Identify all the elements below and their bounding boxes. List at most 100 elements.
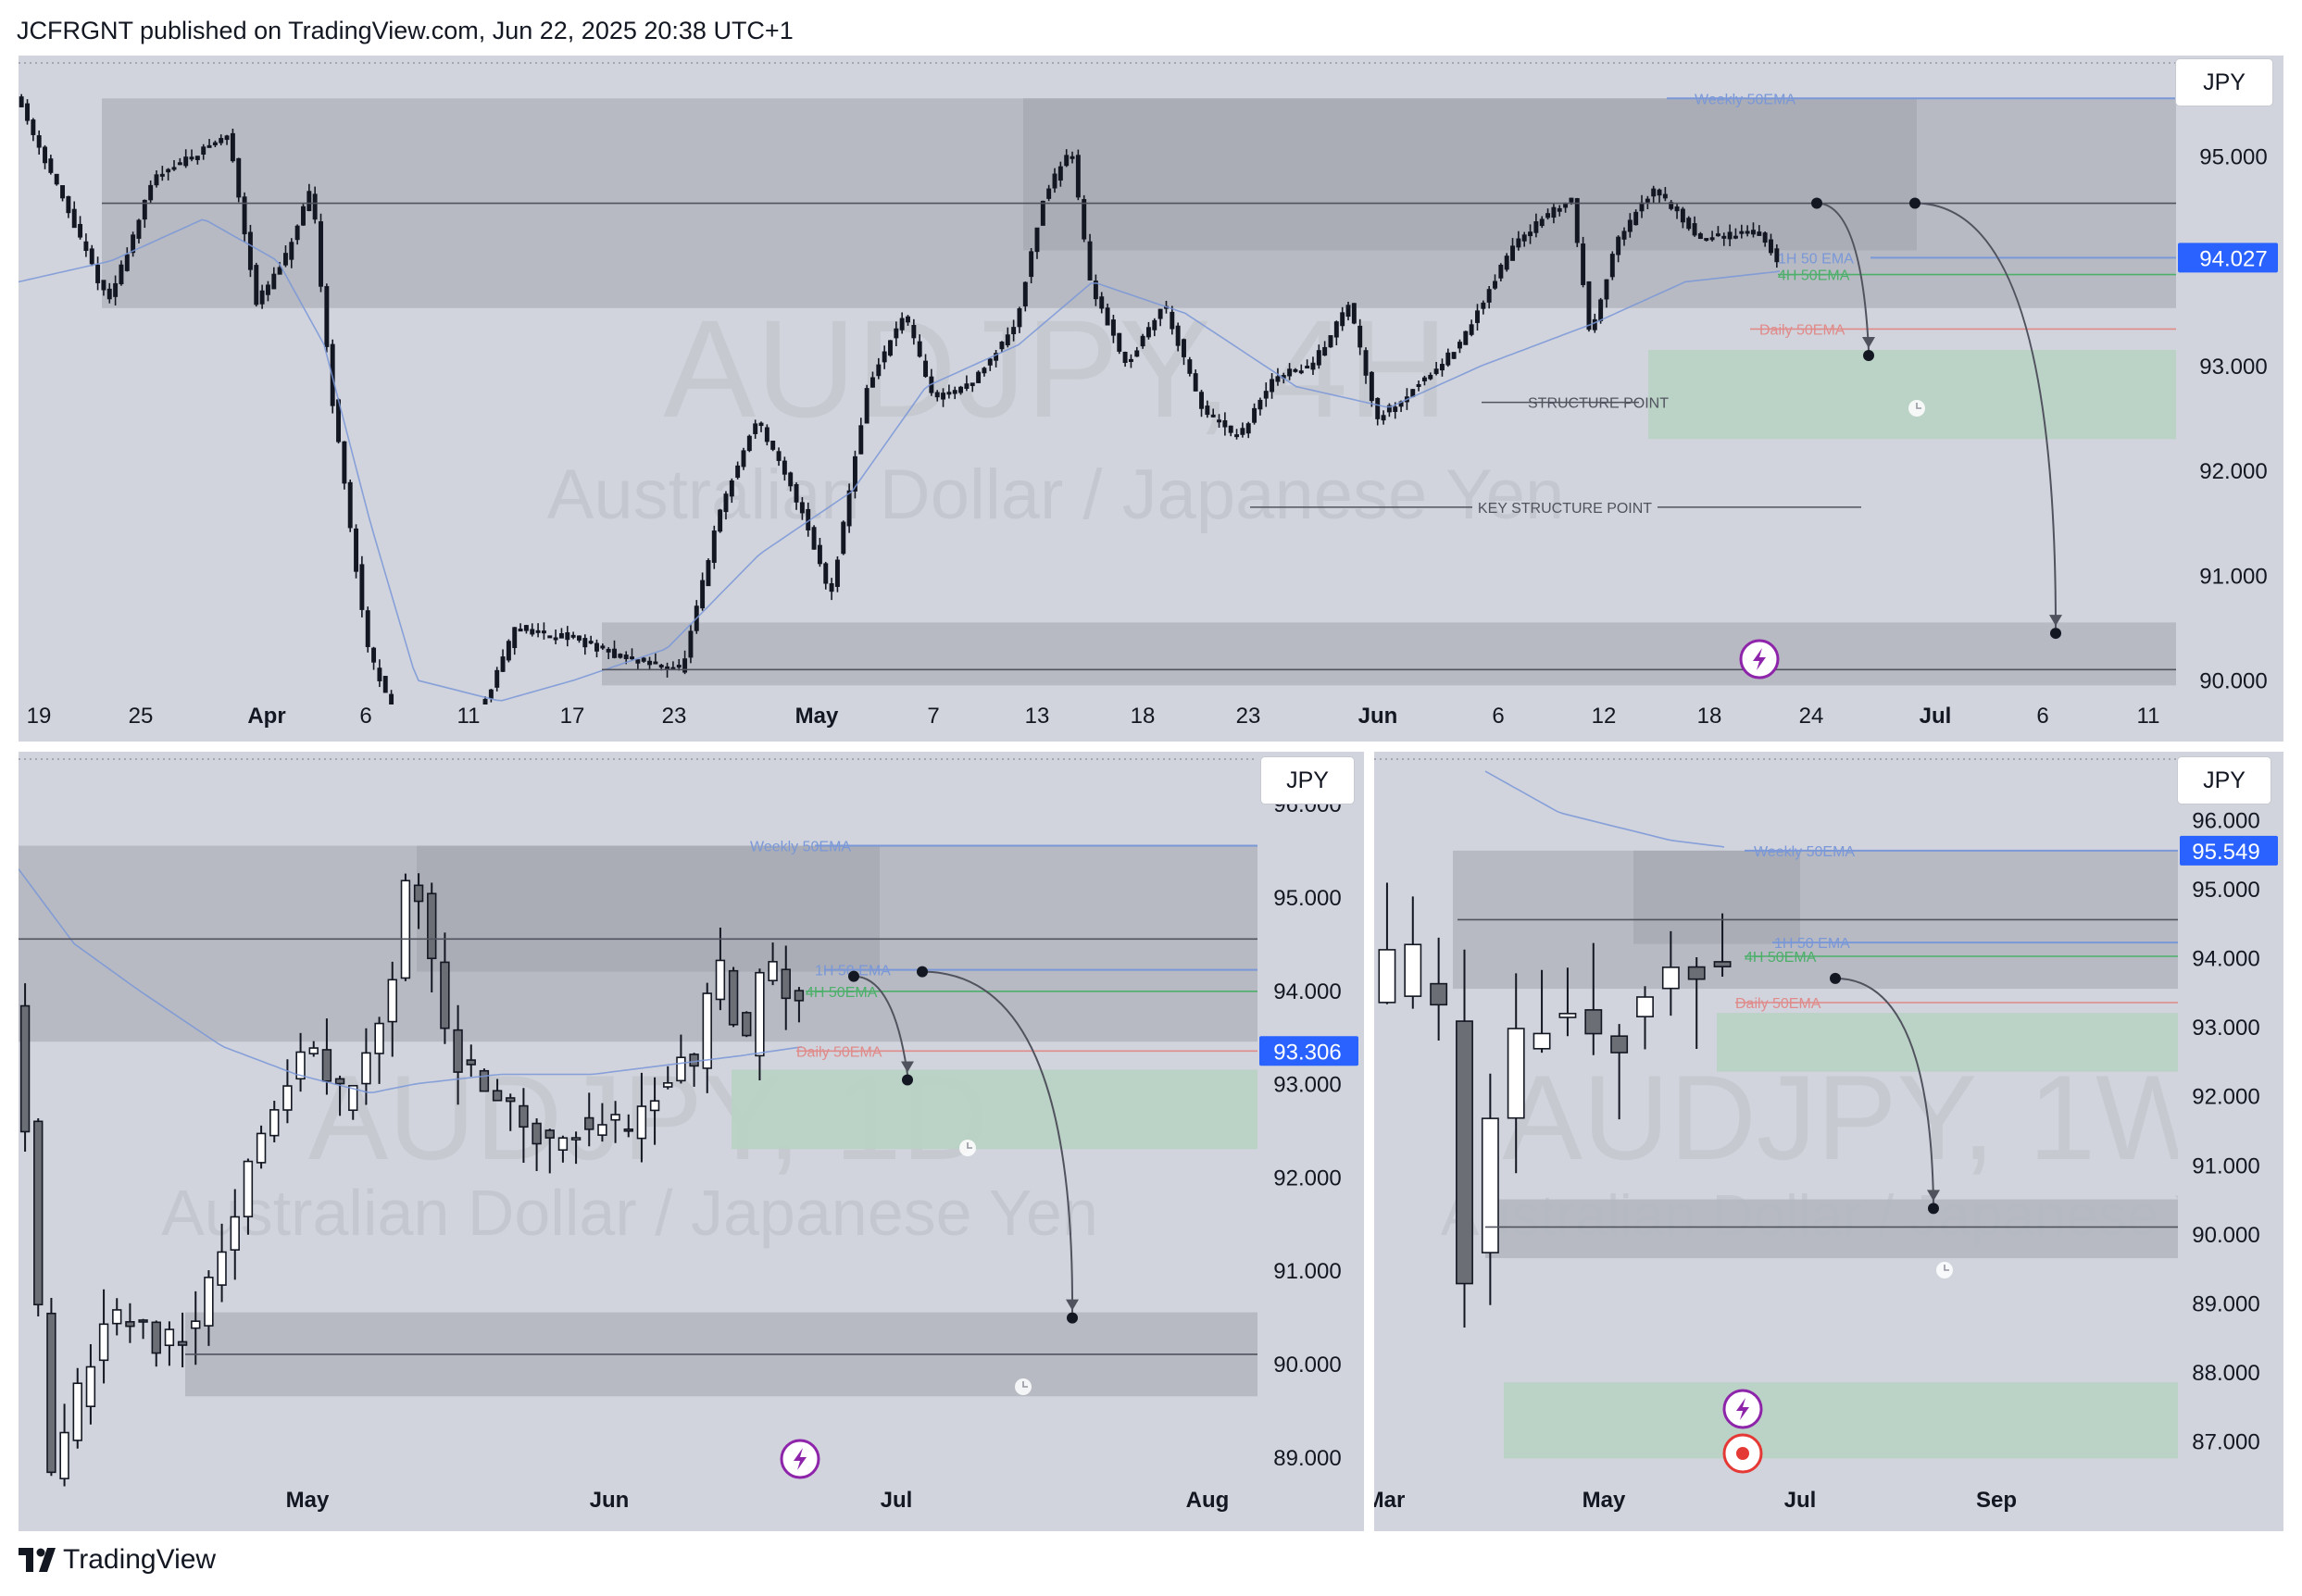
currency-badge[interactable]: JPY — [2176, 59, 2272, 106]
date-tick-label: 6 — [359, 704, 371, 729]
candle — [1351, 303, 1357, 325]
chart-1d-canvas[interactable]: AUDJPY, 1D Australian Dollar / Japanese … — [19, 752, 1364, 1531]
candle-body — [1369, 371, 1374, 402]
candle — [976, 370, 982, 383]
candle — [982, 367, 987, 377]
candle — [1122, 351, 1128, 368]
currency-badge[interactable]: JPY — [1261, 757, 1354, 804]
lightning-icon[interactable] — [1739, 639, 1780, 680]
candle — [112, 1298, 122, 1336]
projection-end-dot[interactable] — [1863, 350, 1874, 362]
date-tick-label: Jul — [1784, 1488, 1817, 1513]
candle — [1305, 359, 1310, 369]
candle-body — [970, 382, 975, 386]
lightning-icon[interactable] — [780, 1439, 820, 1479]
candle — [1451, 352, 1457, 359]
currency-badge[interactable]: JPY — [2178, 757, 2271, 804]
price-tick-label: 93.000 — [1273, 1073, 1341, 1098]
candle — [1558, 967, 1577, 1037]
price-tick-label: 95.000 — [1273, 886, 1341, 911]
candle-body — [1110, 319, 1116, 336]
candle-body — [594, 642, 599, 652]
candle — [1430, 937, 1448, 1041]
candle-body — [1316, 350, 1321, 366]
candle-body — [1263, 391, 1269, 399]
candle — [488, 689, 494, 703]
candle — [987, 357, 993, 371]
candle-body — [1686, 218, 1692, 230]
projection-arrowhead — [1927, 1190, 1940, 1202]
projection-start-dot[interactable] — [1830, 972, 1841, 984]
candle-body — [374, 1022, 384, 1054]
candle — [906, 315, 910, 326]
candle-body — [277, 267, 282, 275]
candle — [1745, 225, 1750, 237]
candle — [532, 1118, 542, 1171]
projection-start-dot[interactable] — [848, 970, 859, 982]
candle — [466, 1044, 476, 1077]
candle — [1692, 216, 1697, 237]
projection-start-dot[interactable] — [1811, 197, 1822, 209]
tradingview-brand[interactable]: TradingView — [19, 1544, 216, 1576]
date-tick-label: 6 — [1492, 704, 1504, 729]
lightning-icon-bolt[interactable] — [1736, 1398, 1749, 1420]
projection-start-dot[interactable] — [917, 966, 928, 978]
candle — [282, 1059, 293, 1124]
candle — [1581, 236, 1586, 288]
projection-end-dot[interactable] — [1067, 1312, 1078, 1324]
candle — [1721, 232, 1727, 246]
candle-body — [466, 1059, 476, 1066]
candle-body — [1340, 312, 1345, 327]
candle-body — [387, 979, 397, 1023]
lightning-icon[interactable] — [1722, 1389, 1763, 1429]
candle — [600, 643, 606, 650]
candle — [1481, 1073, 1499, 1305]
alert-icon-dot[interactable] — [1736, 1447, 1749, 1460]
candle — [958, 385, 964, 395]
projection-start-dot[interactable] — [1909, 197, 1920, 209]
candle — [630, 648, 634, 661]
candle-body — [1305, 366, 1310, 369]
candle-body — [1469, 324, 1474, 335]
chart-4h-canvas[interactable]: AUDJPY, 4H Australian Dollar / Japanese … — [19, 56, 2283, 742]
lightning-icon-bolt[interactable] — [794, 1448, 807, 1470]
chart-panel-1w[interactable]: AUDJPY, 1W Australian Dollar / Japanese … — [1374, 752, 2283, 1531]
candle-body — [1574, 198, 1580, 243]
candle — [259, 284, 265, 309]
candle — [95, 256, 101, 291]
chart-panel-1d[interactable]: AUDJPY, 1D Australian Dollar / Japanese … — [19, 752, 1364, 1531]
projection-end-dot[interactable] — [1928, 1203, 1939, 1215]
candle — [1117, 332, 1122, 355]
candle-body — [1627, 219, 1633, 232]
candle-body — [1057, 166, 1063, 181]
chart-panel-4h[interactable]: AUDJPY, 4H Australian Dollar / Japanese … — [19, 56, 2283, 742]
candle — [647, 656, 653, 671]
tradingview-logo-icon — [19, 1548, 56, 1572]
candle — [1064, 149, 1070, 168]
candle — [770, 440, 776, 452]
projection-end-dot[interactable] — [902, 1074, 913, 1086]
candle — [19, 94, 24, 107]
candle-body — [636, 1105, 647, 1140]
candle-body — [1616, 236, 1621, 256]
candle — [1463, 330, 1469, 345]
candle-body — [224, 135, 230, 141]
price-tick-label: 92.000 — [1273, 1166, 1341, 1191]
candle — [224, 134, 230, 145]
alert-icon[interactable] — [1722, 1433, 1763, 1474]
projection-end-dot[interactable] — [2050, 628, 2061, 640]
candle — [952, 386, 957, 400]
candle — [794, 482, 799, 510]
candle-body — [570, 1137, 582, 1141]
candle — [1157, 308, 1163, 327]
chart-1w-canvas[interactable]: AUDJPY, 1W Australian Dollar / Japanese … — [1374, 752, 2283, 1531]
candle — [1357, 318, 1363, 355]
candle-body — [282, 1085, 293, 1111]
candle-body — [33, 1120, 44, 1306]
candle-body — [899, 318, 905, 330]
candle-body — [1751, 230, 1756, 235]
candle — [1416, 380, 1421, 392]
lightning-icon-bolt[interactable] — [1753, 648, 1766, 670]
candle-body — [1145, 327, 1151, 338]
candle-body — [479, 1069, 490, 1092]
